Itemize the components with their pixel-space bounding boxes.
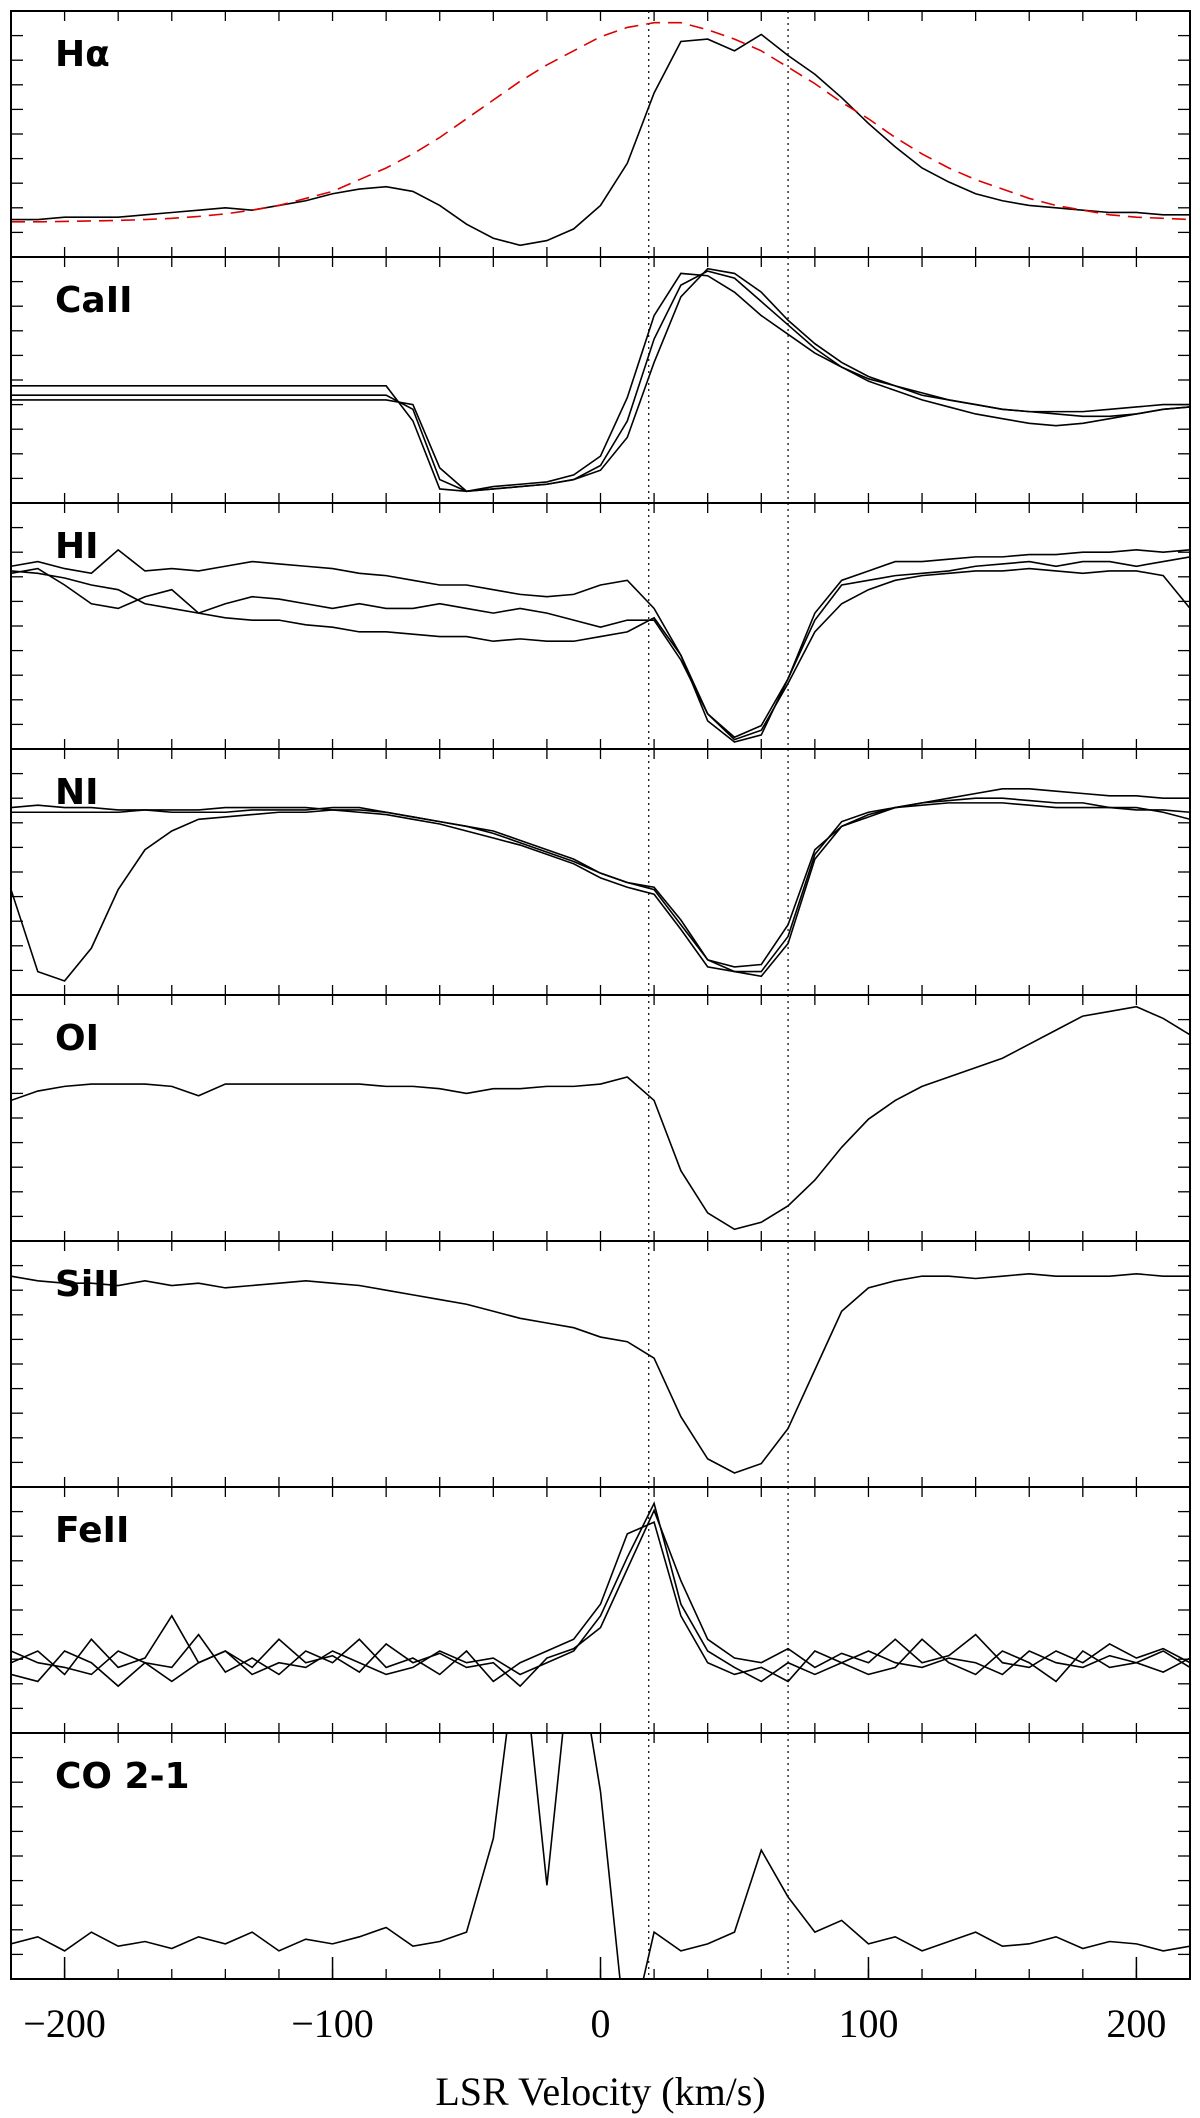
spectrum — [11, 267, 1190, 493]
spectrum — [11, 1733, 1190, 1979]
plot-area — [11, 1487, 1190, 1733]
x-tick-label: 200 — [1106, 2001, 1166, 2046]
panel-frame — [10, 994, 1191, 1242]
panel-label: OI — [55, 1018, 99, 1059]
panel-label: FeII — [55, 1510, 129, 1551]
panel-label: CaII — [55, 280, 133, 321]
x-tick-label: −200 — [23, 2001, 106, 2046]
spectrum — [11, 1501, 1190, 1683]
plot-area — [11, 749, 1190, 995]
spectrum — [11, 1508, 1190, 1688]
plot-area — [11, 1733, 1190, 1979]
panel-frame — [10, 1240, 1191, 1488]
x-tick-label: 100 — [838, 2001, 898, 2046]
spectrum — [11, 567, 1190, 741]
panel-label: HI — [55, 526, 99, 567]
panel-label: SiII — [55, 1264, 120, 1305]
spectrum — [11, 272, 1190, 493]
panel-frame — [10, 1486, 1191, 1734]
spectrum — [11, 802, 1190, 982]
spectrum — [11, 33, 1190, 247]
x-tick-label: 0 — [591, 2001, 611, 2046]
panel-label: NI — [55, 772, 99, 813]
spectrum — [11, 548, 1190, 739]
spectrum — [11, 1521, 1190, 1688]
spectrum — [11, 549, 1190, 743]
spectrum — [11, 1005, 1190, 1231]
panel-label: CO 2-1 — [55, 1756, 190, 1797]
spectrum — [11, 270, 1190, 493]
plot-area — [11, 11, 1190, 257]
panel-label: Hα — [55, 34, 110, 75]
plot-area — [11, 257, 1190, 503]
spectrum — [11, 21, 1190, 223]
spectrum — [11, 788, 1190, 973]
plot-area — [11, 503, 1190, 749]
plot-area — [11, 995, 1190, 1241]
x-axis-label: LSR Velocity (km/s) — [435, 2069, 765, 2114]
panel-frame — [10, 748, 1191, 996]
panel-frame — [10, 10, 1191, 258]
panel-frame — [10, 502, 1191, 750]
plot-area — [11, 1241, 1190, 1487]
x-tick-label: −100 — [291, 2001, 374, 2046]
spectrum — [11, 1272, 1190, 1474]
